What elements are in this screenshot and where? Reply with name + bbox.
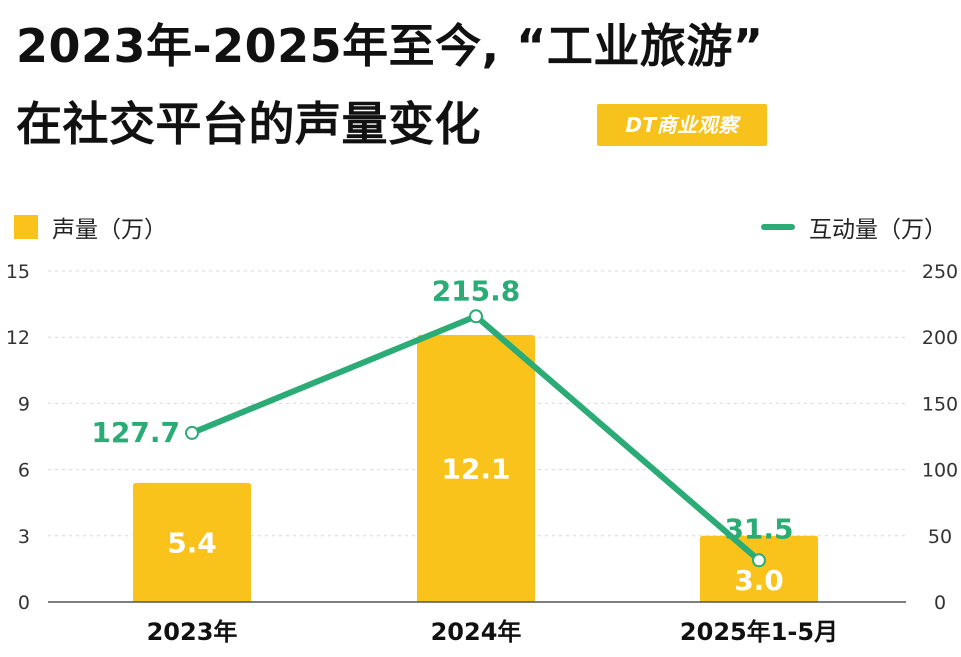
right-axis-tick-label: 100 — [922, 460, 958, 482]
x-axis-category-label: 2025年1-5月 — [680, 618, 838, 646]
bar-value-label: 3.0 — [734, 564, 784, 597]
legend-line-swatch — [761, 224, 795, 230]
left-axis-tick-label: 15 — [6, 261, 30, 283]
right-axis-tick-label: 50 — [928, 526, 952, 548]
chart-title-line-1: 2023年-2025年至今, “工业旅游” — [16, 19, 764, 73]
brand-logo: DT商业观察 — [597, 104, 767, 146]
left-axis-tick-label: 0 — [18, 592, 30, 614]
bar — [133, 482, 251, 602]
legend-bar-swatch — [14, 215, 38, 239]
right-axis-tick-label: 250 — [922, 261, 958, 283]
bar-value-label: 5.4 — [167, 526, 217, 559]
line-point — [752, 553, 766, 568]
legend-line-series: 互动量（万） — [761, 210, 947, 244]
x-axis-category-label: 2023年 — [147, 618, 238, 646]
bar — [417, 334, 535, 602]
right-axis-tick-label: 200 — [922, 327, 958, 349]
line-value-label: 127.7 — [91, 416, 180, 449]
legend-bar-label: 声量（万） — [52, 217, 167, 243]
left-axis-tick-label: 12 — [6, 327, 30, 349]
right-axis-tick-label: 150 — [922, 393, 958, 415]
x-axis-category-label: 2024年 — [431, 618, 522, 646]
left-axis-tick-label: 6 — [18, 460, 30, 482]
legend-line-label: 互动量（万） — [809, 217, 947, 243]
line-value-label: 31.5 — [724, 512, 793, 545]
legend-bar-series: 声量（万） — [14, 210, 167, 244]
left-axis-tick-label: 9 — [18, 393, 30, 415]
bar — [700, 535, 818, 602]
line-point — [469, 309, 483, 324]
left-axis-tick-label: 3 — [18, 526, 30, 548]
chart-title-line-2: 在社交平台的声量变化 — [16, 97, 481, 151]
bar-value-label: 12.1 — [441, 452, 510, 485]
line-point — [185, 425, 199, 440]
line-value-label: 215.8 — [432, 274, 521, 307]
right-axis-tick-label: 0 — [934, 592, 946, 614]
